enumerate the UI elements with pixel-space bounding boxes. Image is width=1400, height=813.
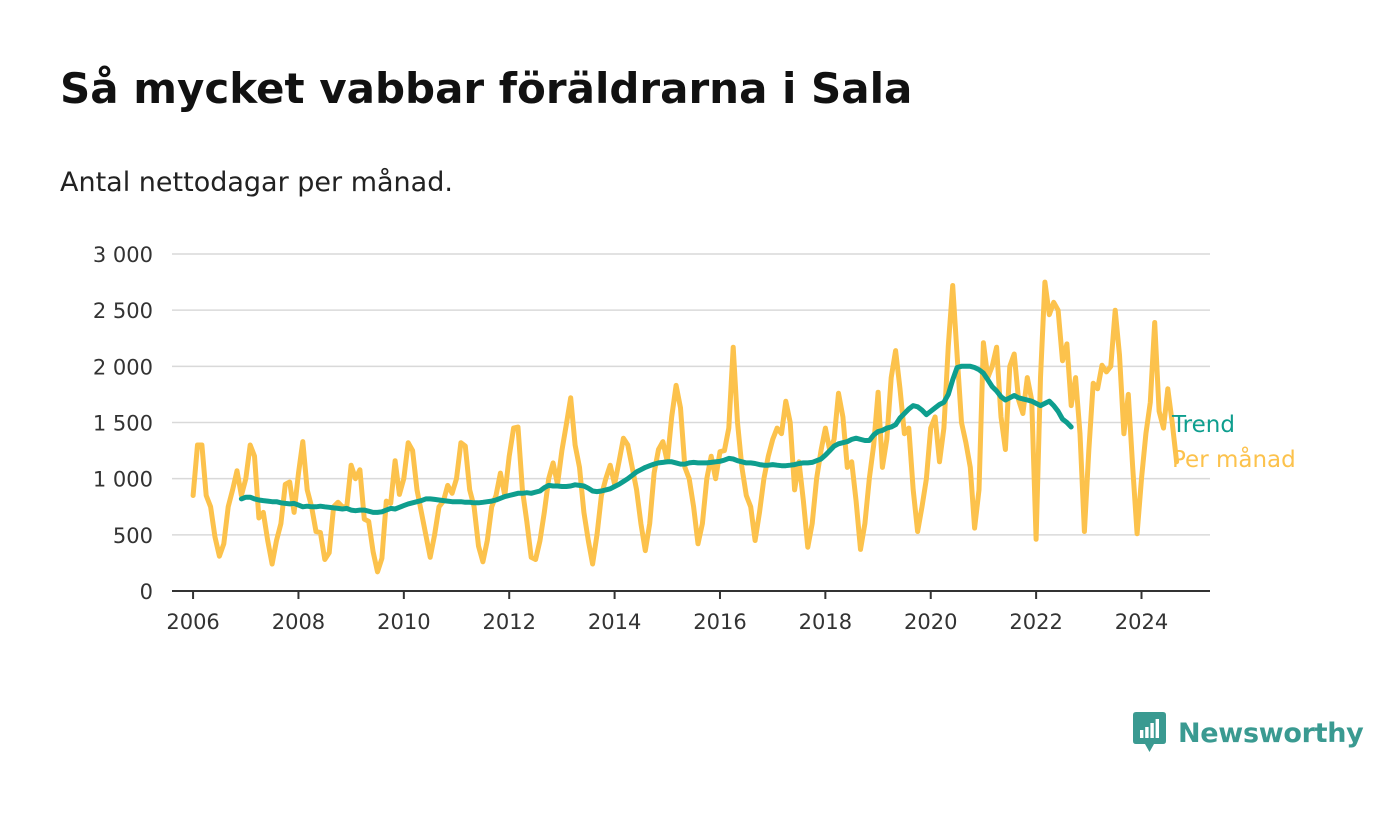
x-tick-label: 2024 (1115, 610, 1168, 634)
chart-subtitle: Antal nettodagar per månad. (60, 167, 453, 198)
y-tick-label: 0 (140, 580, 153, 604)
y-tick-label: 2 500 (93, 299, 153, 323)
series-line-trend (238, 363, 1074, 515)
x-tick-label: 2016 (693, 610, 746, 634)
series-lines (190, 279, 1180, 575)
series-label-per-manad: Per månad (1172, 445, 1296, 473)
y-tick-label: 500 (113, 524, 153, 548)
chart-title: Så mycket vabbar föräldrarna i Sala (60, 64, 913, 113)
brand: Newsworthy (1133, 712, 1364, 754)
y-tick-label: 3 000 (93, 243, 153, 267)
x-tick-label: 2012 (482, 610, 535, 634)
series-label-trend: Trend (1171, 412, 1235, 438)
brand-name: Newsworthy (1178, 717, 1364, 749)
series-end-labels: Trend Per månad (1171, 412, 1296, 473)
x-tick-label: 2014 (588, 610, 641, 634)
x-tick-label: 2020 (904, 610, 957, 634)
y-tick-label: 1 000 (93, 468, 153, 492)
x-tick-label: 2022 (1009, 610, 1062, 634)
x-tick-label: 2010 (377, 610, 430, 634)
y-tick-label: 1 500 (93, 412, 153, 436)
x-tick-label: 2006 (166, 610, 219, 634)
x-tick-label: 2008 (272, 610, 325, 634)
newsworthy-logo-icon (1133, 712, 1166, 752)
x-axis-tick-labels: 2006 2008 2010 2012 2014 2016 2018 2020 2022 2024 (166, 591, 1168, 634)
y-axis-tick-labels: 0 500 1 000 1 500 2 000 2 500 3 000 (93, 243, 153, 604)
series-line-per-manad (190, 279, 1180, 575)
x-tick-label: 2018 (799, 610, 852, 634)
y-tick-label: 2 000 (93, 355, 153, 379)
